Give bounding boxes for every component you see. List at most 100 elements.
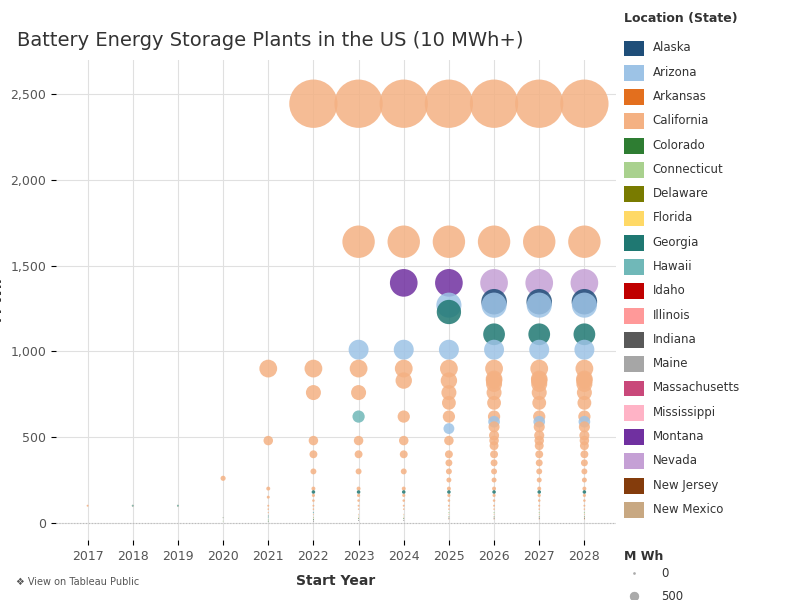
- Point: [217, 517, 230, 526]
- Y-axis label: M Wh: M Wh: [0, 278, 5, 322]
- Point: [307, 513, 320, 523]
- Point: [398, 99, 410, 109]
- FancyBboxPatch shape: [624, 137, 644, 154]
- Point: [578, 436, 590, 445]
- Point: [794, 572, 800, 582]
- Point: [352, 501, 365, 511]
- Point: [533, 417, 546, 427]
- Point: [262, 484, 274, 493]
- Point: [262, 493, 274, 502]
- Point: [533, 458, 546, 467]
- Point: [488, 329, 501, 339]
- Point: [488, 398, 501, 407]
- Point: [488, 388, 501, 397]
- Point: [262, 505, 274, 514]
- Point: [352, 449, 365, 459]
- Point: [533, 484, 546, 493]
- X-axis label: Start Year: Start Year: [296, 574, 376, 588]
- Point: [352, 515, 365, 525]
- Point: [352, 364, 365, 373]
- Point: [533, 436, 546, 445]
- Text: Maine: Maine: [653, 357, 688, 370]
- Point: [488, 487, 501, 497]
- Point: [578, 458, 590, 467]
- Point: [307, 491, 320, 500]
- FancyBboxPatch shape: [624, 283, 644, 299]
- Point: [533, 467, 546, 476]
- FancyBboxPatch shape: [624, 41, 644, 56]
- Point: [533, 509, 546, 519]
- Point: [398, 278, 410, 287]
- Point: [488, 237, 501, 247]
- Point: [533, 278, 546, 287]
- Point: [352, 412, 365, 421]
- Text: Battery Energy Storage Plants in the US (10 MWh+): Battery Energy Storage Plants in the US …: [17, 31, 523, 50]
- Point: [533, 376, 546, 385]
- Point: [398, 514, 410, 523]
- Point: [307, 449, 320, 459]
- Point: [352, 345, 365, 355]
- Text: Georgia: Georgia: [653, 236, 699, 249]
- FancyBboxPatch shape: [624, 502, 644, 518]
- Point: [398, 515, 410, 525]
- Point: [578, 398, 590, 407]
- Point: [352, 509, 365, 519]
- Point: [578, 417, 590, 427]
- Point: [578, 99, 590, 109]
- FancyBboxPatch shape: [624, 259, 644, 275]
- Point: [488, 441, 501, 451]
- Point: [171, 501, 184, 511]
- Text: Arizona: Arizona: [653, 65, 697, 79]
- Point: [488, 514, 501, 523]
- Point: [398, 237, 410, 247]
- Text: Location (State): Location (State): [624, 12, 738, 25]
- Point: [488, 509, 501, 519]
- FancyBboxPatch shape: [624, 89, 644, 105]
- Text: Florida: Florida: [653, 211, 693, 224]
- Point: [533, 364, 546, 373]
- FancyBboxPatch shape: [624, 162, 644, 178]
- Point: [307, 505, 320, 514]
- Point: [578, 422, 590, 431]
- Point: [352, 487, 365, 497]
- Point: [533, 491, 546, 500]
- Point: [398, 496, 410, 505]
- Text: M Wh: M Wh: [624, 550, 663, 563]
- FancyBboxPatch shape: [624, 454, 644, 469]
- Point: [533, 508, 546, 517]
- Point: [488, 491, 501, 500]
- Point: [262, 501, 274, 511]
- Point: [578, 513, 590, 523]
- Point: [578, 297, 590, 307]
- Point: [352, 436, 365, 445]
- Point: [488, 436, 501, 445]
- Point: [578, 475, 590, 485]
- Point: [307, 513, 320, 523]
- Text: New Mexico: New Mexico: [653, 503, 723, 516]
- Point: [442, 501, 455, 511]
- Point: [398, 501, 410, 511]
- Text: Delaware: Delaware: [653, 187, 709, 200]
- Point: [442, 436, 455, 445]
- Point: [488, 417, 501, 427]
- Point: [533, 388, 546, 397]
- Point: [442, 513, 455, 523]
- Point: [442, 364, 455, 373]
- FancyBboxPatch shape: [624, 380, 644, 397]
- FancyBboxPatch shape: [624, 113, 644, 129]
- Text: Connecticut: Connecticut: [653, 163, 723, 176]
- Text: 0: 0: [661, 566, 668, 580]
- Point: [262, 508, 274, 517]
- Point: [533, 512, 546, 521]
- Point: [578, 512, 590, 521]
- Point: [488, 379, 501, 389]
- Point: [352, 514, 365, 523]
- Point: [398, 505, 410, 514]
- Point: [398, 511, 410, 521]
- Point: [488, 475, 501, 485]
- Point: [533, 422, 546, 431]
- Point: [578, 237, 590, 247]
- Point: [578, 388, 590, 397]
- Point: [442, 508, 455, 517]
- Point: [262, 364, 274, 373]
